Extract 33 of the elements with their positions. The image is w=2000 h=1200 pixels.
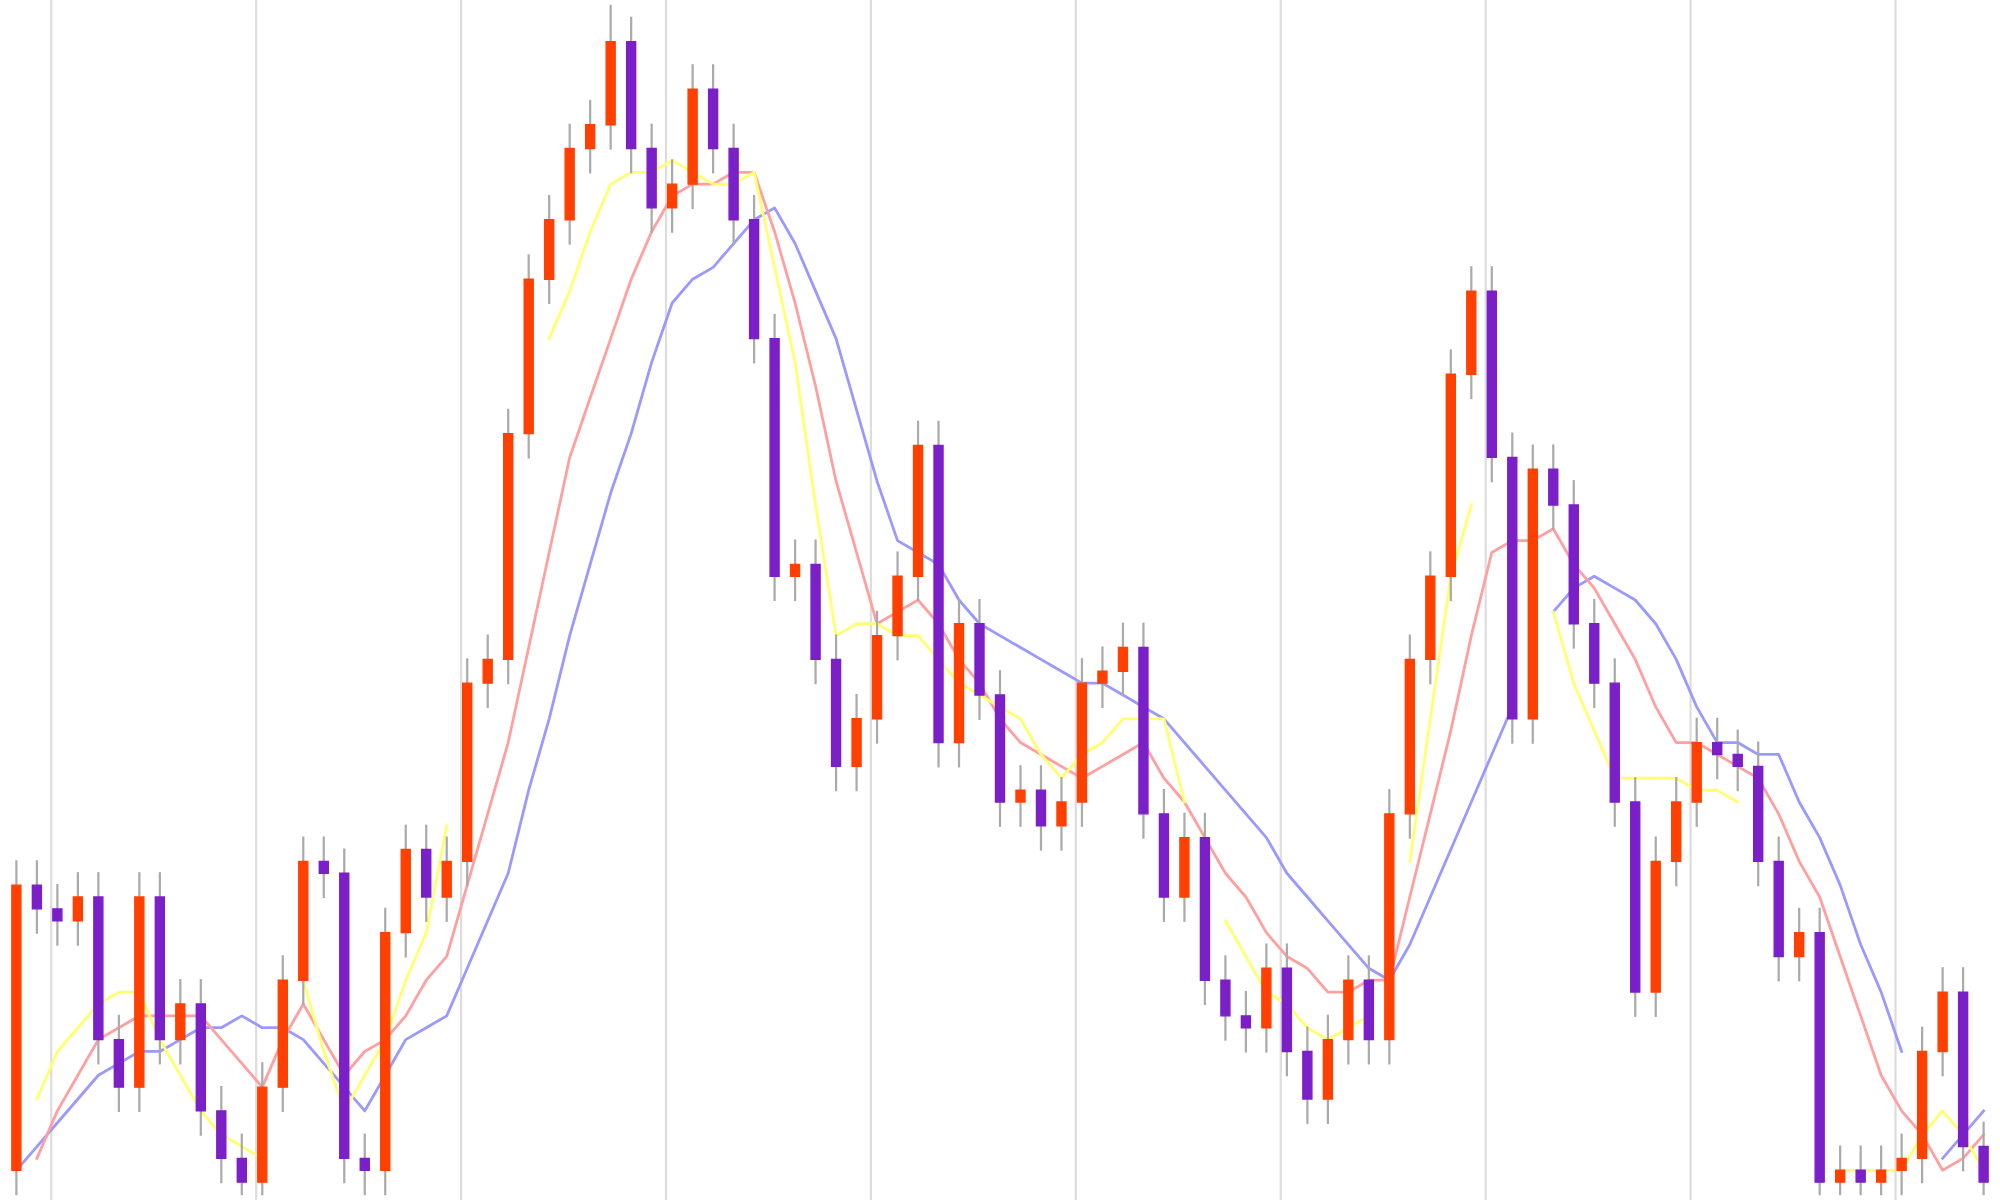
candlestick [1834, 1145, 1846, 1196]
candlestick [1896, 1133, 1907, 1196]
candlestick [1097, 646, 1108, 709]
candlestick [584, 99, 596, 174]
candlestick [236, 1133, 248, 1196]
candlestick [1712, 717, 1723, 780]
candlestick [1978, 1121, 1989, 1196]
candlestick [1855, 1145, 1866, 1196]
candlestick [52, 884, 63, 946]
candlestick [421, 824, 432, 922]
candlestick [666, 159, 678, 233]
candlestick [1015, 765, 1026, 827]
candlestick [1732, 729, 1743, 792]
candlestick [1240, 990, 1252, 1053]
candlestick [1056, 777, 1067, 851]
candlestick [113, 1014, 125, 1112]
candlestick [851, 693, 862, 792]
candlestick [789, 539, 801, 602]
candlestick [1548, 444, 1559, 530]
candlestick [359, 1133, 370, 1196]
candlestick [175, 979, 186, 1065]
candlestick [72, 872, 84, 946]
candlestick [1302, 1026, 1313, 1124]
candlestick [1875, 1145, 1887, 1196]
candlestick [1117, 622, 1129, 697]
candlestick [1793, 907, 1805, 982]
candlestick [216, 1086, 227, 1184]
candlestick [318, 836, 329, 899]
candlestick [482, 634, 493, 709]
candlestick [31, 860, 43, 934]
candlestick [441, 836, 452, 922]
candlestick [1220, 955, 1231, 1041]
candlestick [1035, 765, 1047, 851]
